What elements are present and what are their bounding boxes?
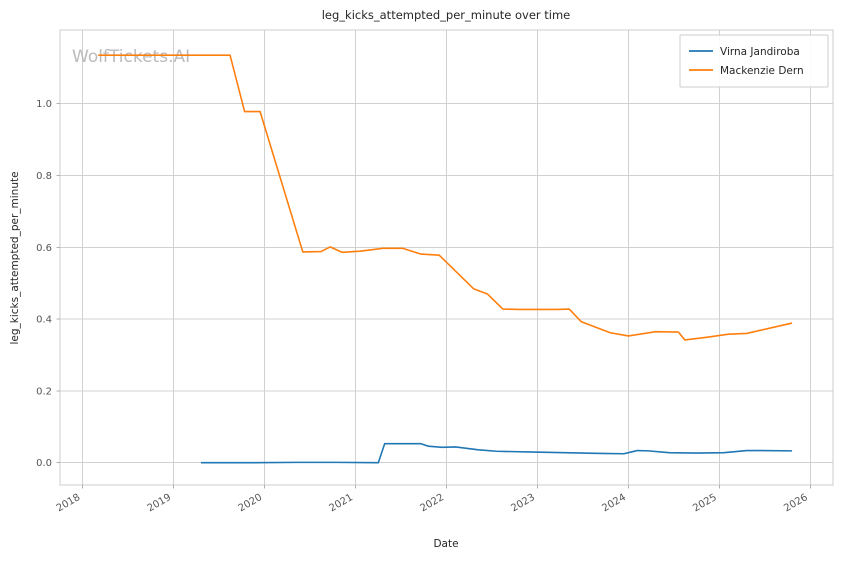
y-tick-label: 0.4: [36, 315, 52, 326]
y-tick-label: 0.8: [36, 171, 52, 182]
legend-box: [679, 34, 829, 88]
legend-label[interactable]: Mackenzie Dern: [720, 65, 804, 77]
y-tick-label: 0.6: [36, 243, 52, 254]
chart-legend[interactable]: Virna Jandiroba Mackenzie Dern: [679, 34, 829, 88]
series-line-virna-jandiroba: [200, 442, 793, 464]
x-axis-label: Date: [433, 538, 458, 550]
y-tick-label: 0.2: [36, 386, 52, 397]
y-tick-label: 1.0: [36, 99, 52, 110]
watermark: WolfTickets.AI: [72, 47, 190, 67]
series-line-mackenzie-dern: [98, 54, 793, 341]
x-gridlines: [82, 30, 811, 485]
y-tick-label: 0.0: [36, 458, 52, 469]
series-lines: [98, 54, 793, 464]
legend-label[interactable]: Virna Jandiroba: [720, 46, 800, 58]
y-axis-ticks: 0.0 0.2 0.4 0.6 0.8 1.0: [36, 99, 60, 469]
chart-title: leg_kicks_attempted_per_minute over time: [322, 8, 571, 22]
y-axis-label: leg_kicks_attempted_per_minute: [9, 171, 21, 344]
